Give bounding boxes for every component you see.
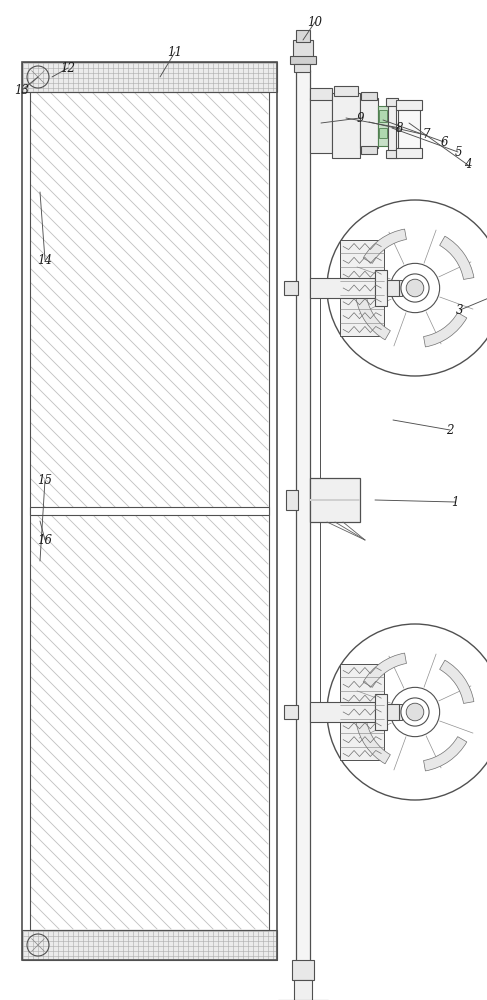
Bar bbox=[379, 128, 387, 138]
Bar bbox=[30, 507, 269, 515]
Bar bbox=[296, 30, 310, 42]
Bar bbox=[387, 704, 399, 720]
Text: 7: 7 bbox=[422, 128, 430, 141]
Bar bbox=[310, 278, 375, 298]
Bar bbox=[22, 62, 277, 92]
Bar bbox=[379, 110, 387, 122]
Bar bbox=[396, 100, 422, 110]
Wedge shape bbox=[424, 737, 467, 771]
Circle shape bbox=[406, 703, 424, 721]
Bar bbox=[398, 108, 420, 153]
Text: 10: 10 bbox=[307, 15, 322, 28]
Wedge shape bbox=[356, 297, 391, 340]
Text: 4: 4 bbox=[464, 158, 472, 172]
Text: 8: 8 bbox=[396, 121, 404, 134]
Circle shape bbox=[406, 279, 424, 297]
Text: 12: 12 bbox=[60, 62, 75, 75]
Text: 15: 15 bbox=[37, 474, 53, 487]
Bar bbox=[296, 70, 310, 975]
Bar bbox=[310, 702, 375, 722]
Wedge shape bbox=[424, 313, 467, 347]
Bar bbox=[284, 281, 298, 295]
Text: 1: 1 bbox=[451, 495, 459, 508]
Bar bbox=[310, 98, 332, 153]
Bar bbox=[384, 704, 402, 720]
Bar bbox=[334, 86, 358, 96]
Bar bbox=[22, 930, 277, 960]
Bar bbox=[396, 148, 422, 158]
Bar bbox=[375, 694, 387, 730]
Circle shape bbox=[401, 274, 429, 302]
Text: 2: 2 bbox=[446, 424, 454, 436]
Text: 9: 9 bbox=[356, 111, 364, 124]
Bar bbox=[294, 64, 310, 72]
Bar bbox=[310, 499, 360, 501]
Bar bbox=[292, 960, 314, 980]
Bar bbox=[284, 705, 298, 719]
Bar bbox=[286, 490, 298, 510]
Bar bbox=[22, 62, 277, 960]
Text: 16: 16 bbox=[37, 534, 53, 546]
Wedge shape bbox=[440, 236, 474, 279]
Text: 6: 6 bbox=[440, 135, 448, 148]
Bar bbox=[386, 98, 398, 106]
Bar bbox=[375, 270, 387, 306]
Bar bbox=[310, 88, 332, 100]
Bar bbox=[387, 280, 399, 296]
Text: 5: 5 bbox=[454, 145, 462, 158]
Wedge shape bbox=[356, 721, 391, 764]
Wedge shape bbox=[363, 653, 407, 687]
Bar bbox=[293, 40, 313, 58]
Text: 11: 11 bbox=[168, 45, 183, 58]
Bar bbox=[388, 103, 396, 158]
Text: 13: 13 bbox=[15, 84, 30, 97]
Wedge shape bbox=[440, 660, 474, 703]
Text: 14: 14 bbox=[37, 253, 53, 266]
Bar bbox=[290, 56, 316, 64]
Bar bbox=[340, 240, 384, 336]
Bar bbox=[294, 980, 312, 1000]
Bar bbox=[310, 478, 360, 522]
Bar bbox=[386, 150, 398, 158]
Text: 3: 3 bbox=[456, 304, 464, 316]
Wedge shape bbox=[363, 229, 407, 263]
Bar bbox=[332, 93, 360, 158]
Bar bbox=[384, 280, 402, 296]
Bar bbox=[361, 146, 377, 154]
Bar bbox=[340, 664, 384, 760]
Bar bbox=[378, 106, 388, 146]
Circle shape bbox=[401, 698, 429, 726]
Bar bbox=[30, 92, 269, 930]
Bar bbox=[361, 92, 377, 100]
Bar bbox=[360, 98, 378, 148]
